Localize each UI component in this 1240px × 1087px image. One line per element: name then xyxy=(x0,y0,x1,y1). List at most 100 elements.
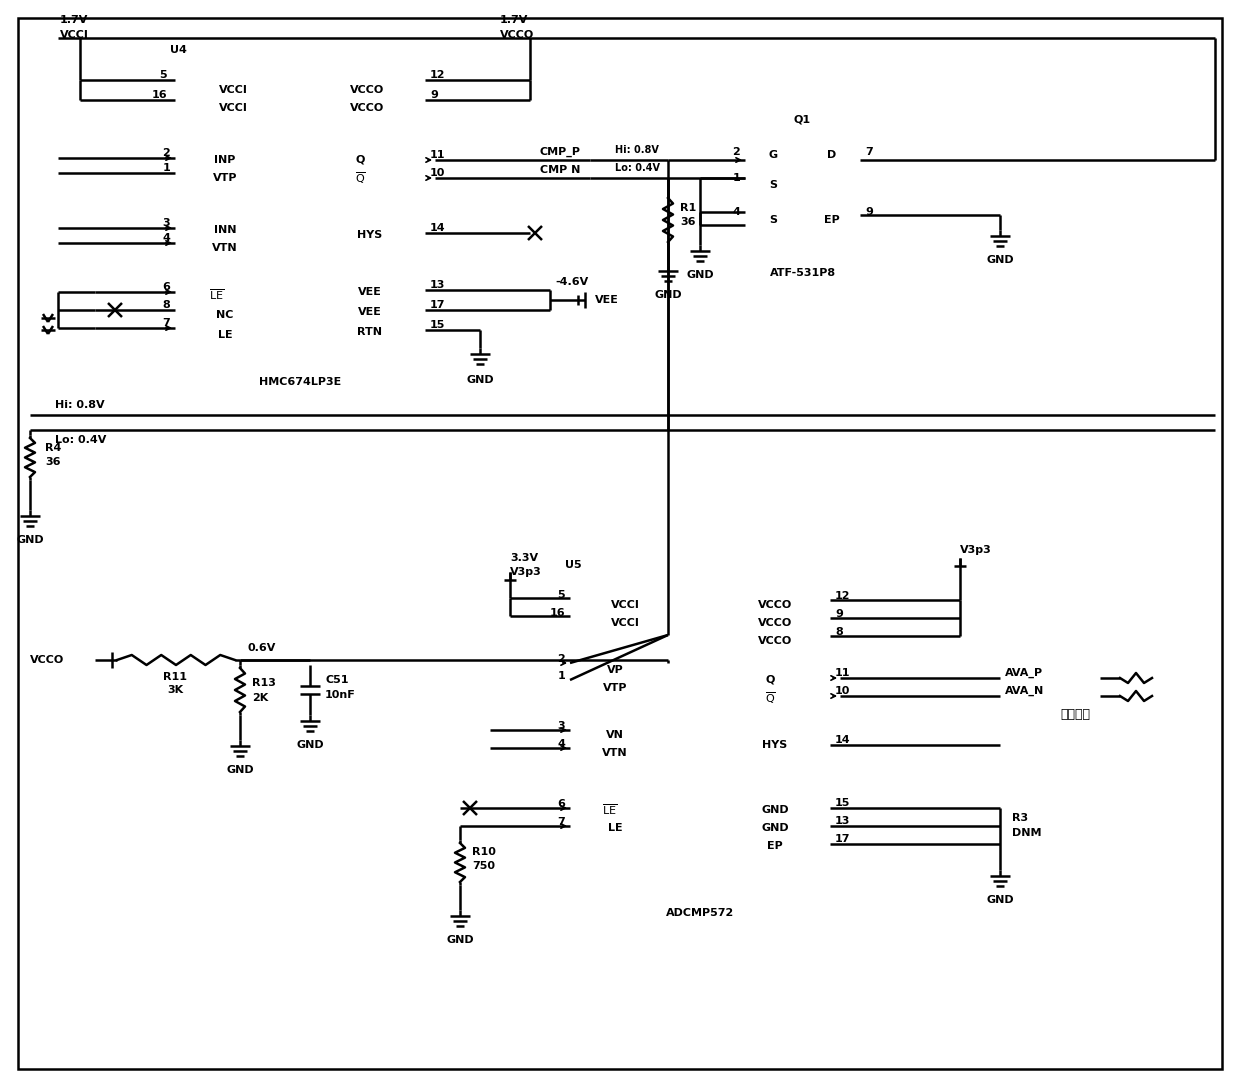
Text: AVA_N: AVA_N xyxy=(1004,686,1044,696)
Text: GND: GND xyxy=(466,375,494,385)
Circle shape xyxy=(665,175,672,182)
Circle shape xyxy=(997,840,1003,848)
Circle shape xyxy=(665,157,672,163)
Circle shape xyxy=(306,657,314,663)
Circle shape xyxy=(547,307,553,313)
Circle shape xyxy=(527,76,533,84)
Text: 17: 17 xyxy=(430,300,445,310)
Circle shape xyxy=(827,633,833,639)
Text: VCCI: VCCI xyxy=(610,619,640,628)
Text: R13: R13 xyxy=(252,678,275,688)
Text: 14: 14 xyxy=(430,223,445,233)
Text: 7: 7 xyxy=(866,147,873,157)
Text: 1.7V: 1.7V xyxy=(500,15,528,25)
Text: EP: EP xyxy=(768,841,782,851)
Text: Hi: 0.8V: Hi: 0.8V xyxy=(55,400,104,410)
Bar xyxy=(570,575,830,900)
Text: EP: EP xyxy=(825,215,839,225)
Text: LE: LE xyxy=(218,330,232,340)
Text: 7: 7 xyxy=(162,318,170,328)
Text: GND: GND xyxy=(761,823,789,833)
Text: R4: R4 xyxy=(45,443,61,453)
Text: GND: GND xyxy=(686,270,714,280)
Text: 雪崩输出: 雪崩输出 xyxy=(1060,709,1090,722)
Text: NC: NC xyxy=(216,310,233,320)
Text: 1: 1 xyxy=(162,163,170,173)
Text: 4: 4 xyxy=(162,233,170,243)
Text: VCCI: VCCI xyxy=(610,600,640,610)
Circle shape xyxy=(237,657,243,663)
Text: GND: GND xyxy=(296,740,324,750)
Text: GND: GND xyxy=(226,765,254,775)
Text: VCCI: VCCI xyxy=(218,85,248,95)
Text: R3: R3 xyxy=(1012,813,1028,823)
Text: VTP: VTP xyxy=(213,173,237,183)
Text: $\overline{\rm Q}$: $\overline{\rm Q}$ xyxy=(765,690,775,705)
Text: 11: 11 xyxy=(430,150,445,160)
Text: VCCO: VCCO xyxy=(758,636,792,646)
Text: 10nF: 10nF xyxy=(325,690,356,700)
Text: 3: 3 xyxy=(557,721,565,730)
Circle shape xyxy=(506,595,513,601)
Text: 2K: 2K xyxy=(252,694,268,703)
Text: GND: GND xyxy=(16,535,43,545)
Text: Q1: Q1 xyxy=(794,115,811,125)
Text: 12: 12 xyxy=(835,591,851,601)
Text: 14: 14 xyxy=(835,735,851,745)
Circle shape xyxy=(956,597,963,603)
Text: VP: VP xyxy=(606,665,624,675)
Text: ATF-531P8: ATF-531P8 xyxy=(770,268,836,278)
Text: GND: GND xyxy=(446,935,474,945)
Text: INN: INN xyxy=(213,225,237,235)
Text: GND: GND xyxy=(986,895,1014,905)
Text: S: S xyxy=(769,215,777,225)
Text: 36: 36 xyxy=(45,457,61,467)
Circle shape xyxy=(827,614,833,622)
Text: R10: R10 xyxy=(472,847,496,857)
Text: Q: Q xyxy=(356,155,365,165)
Text: VCCO: VCCO xyxy=(758,600,792,610)
Text: 4: 4 xyxy=(732,207,740,217)
Text: 6: 6 xyxy=(162,282,170,292)
Text: VEE: VEE xyxy=(595,295,619,305)
Text: 8: 8 xyxy=(835,627,843,637)
Text: 13: 13 xyxy=(835,816,851,826)
Text: VCCO: VCCO xyxy=(350,85,384,95)
Text: 1: 1 xyxy=(557,671,565,680)
Text: V3p3: V3p3 xyxy=(510,567,542,577)
Text: 12: 12 xyxy=(430,70,445,80)
Text: VTN: VTN xyxy=(603,748,627,758)
Text: DNM: DNM xyxy=(1012,828,1042,838)
Circle shape xyxy=(827,597,833,603)
Text: AVA_P: AVA_P xyxy=(1004,667,1043,678)
Text: 2: 2 xyxy=(733,147,740,157)
Circle shape xyxy=(77,76,83,84)
Circle shape xyxy=(665,412,672,418)
Text: 2: 2 xyxy=(557,654,565,664)
Text: VTN: VTN xyxy=(212,243,238,253)
Text: HYS: HYS xyxy=(357,230,383,240)
Text: Hi: 0.8V: Hi: 0.8V xyxy=(615,145,658,155)
Text: 16: 16 xyxy=(549,608,565,619)
Circle shape xyxy=(665,676,672,684)
Text: GND: GND xyxy=(655,290,682,300)
Text: VCCI: VCCI xyxy=(218,103,248,113)
Bar xyxy=(175,60,425,370)
Text: 3.3V: 3.3V xyxy=(510,553,538,563)
Text: V3p3: V3p3 xyxy=(960,545,992,555)
Text: GND: GND xyxy=(986,255,1014,265)
Text: 9: 9 xyxy=(866,207,873,217)
Text: 2: 2 xyxy=(162,148,170,158)
Text: 15: 15 xyxy=(835,798,851,808)
Text: VCCO: VCCO xyxy=(30,655,64,665)
Text: HYS: HYS xyxy=(763,740,787,750)
Circle shape xyxy=(997,804,1003,812)
Text: 16: 16 xyxy=(151,90,167,100)
Text: VTP: VTP xyxy=(603,683,627,694)
Text: VCCO: VCCO xyxy=(350,103,384,113)
Text: RTN: RTN xyxy=(357,327,382,337)
Text: GND: GND xyxy=(761,805,789,815)
Text: VCCI: VCCI xyxy=(60,30,89,40)
Circle shape xyxy=(665,632,672,638)
Text: ADCMP572: ADCMP572 xyxy=(666,908,734,919)
